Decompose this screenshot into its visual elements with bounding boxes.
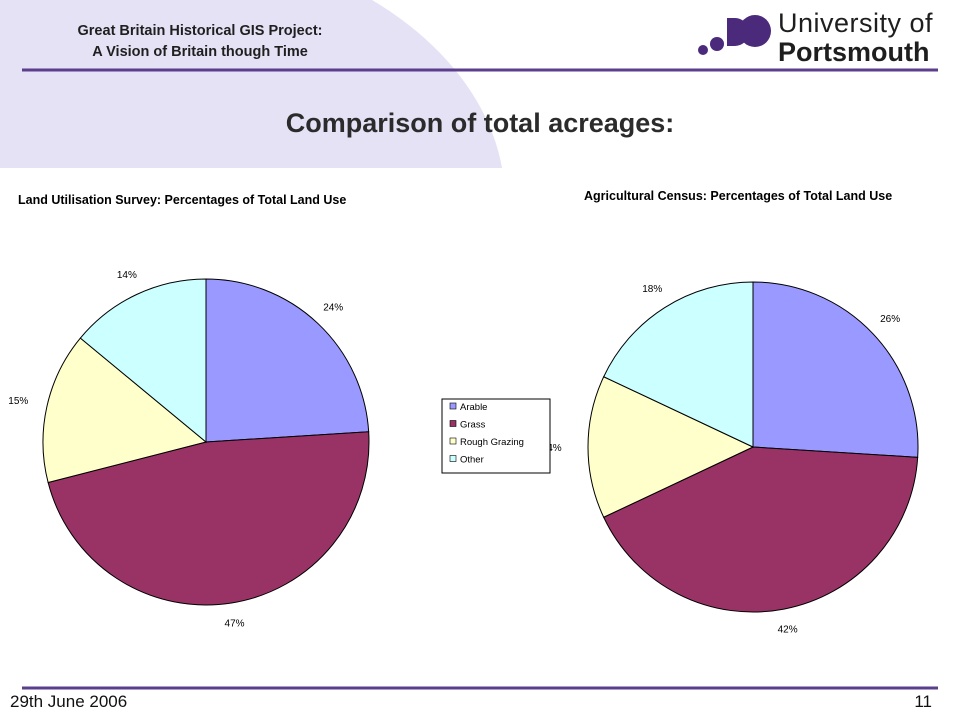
logo-line-2: Portsmouth	[778, 37, 930, 67]
pie-slice-other	[603, 281, 754, 448]
legend-label: Arable	[460, 402, 487, 413]
pie-data-label: 42%	[778, 625, 798, 636]
pie-data-label: 26%	[880, 314, 900, 325]
footer-date: 29th June 2006	[10, 692, 128, 711]
chart-legend: Arable Grass Rough Grazing Other	[441, 398, 551, 474]
legend-swatch	[449, 420, 457, 427]
pie-data-label: 24%	[323, 303, 343, 314]
logo-line-1: University of	[778, 8, 934, 38]
slide-title: Comparison of total acreages:	[285, 108, 675, 138]
header-accent-band	[0, 0, 502, 168]
logo-icon	[698, 15, 771, 55]
project-header: Great Britain Historical GIS Project: A …	[30, 21, 370, 63]
page-number: 11	[914, 692, 932, 711]
legend-box	[441, 398, 551, 474]
header-line-1: Great Britain Historical GIS Project:	[77, 23, 323, 39]
pie-chart-title: Agricultural Census: Percentages of Tota…	[584, 189, 892, 203]
pie-data-label: 18%	[642, 284, 662, 295]
pie-slice-rough-grazing	[42, 337, 208, 484]
pie-slice-other	[79, 278, 207, 444]
pie-slice-grass	[47, 431, 370, 606]
pie-slice-arable	[752, 281, 919, 458]
legend-label: Grass	[460, 420, 486, 431]
pie-chart-title: Land Utilisation Survey: Percentages of …	[18, 193, 346, 207]
legend-label: Rough Grazing	[460, 437, 524, 448]
pie-slice-grass	[603, 446, 919, 613]
legend-label: Other	[460, 455, 484, 466]
pie-chart-1: Land Utilisation Survey: Percentages of …	[8, 193, 370, 629]
pie-data-label: 47%	[225, 618, 245, 629]
pie-slice-arable	[205, 278, 370, 443]
pie-data-label: 14%	[117, 270, 137, 281]
university-logo: University of Portsmouth	[778, 10, 933, 66]
legend-swatch	[449, 402, 457, 410]
legend-swatch	[449, 455, 457, 462]
legend-swatch	[449, 437, 457, 445]
pie-chart-2: Agricultural Census: Percentages of Tota…	[542, 189, 919, 636]
pie-data-label: 15%	[8, 396, 28, 407]
pie-data-label: 14%	[542, 443, 562, 454]
header-line-2: A Vision of Britain though Time	[92, 44, 308, 60]
pie-slice-rough-grazing	[587, 376, 755, 518]
